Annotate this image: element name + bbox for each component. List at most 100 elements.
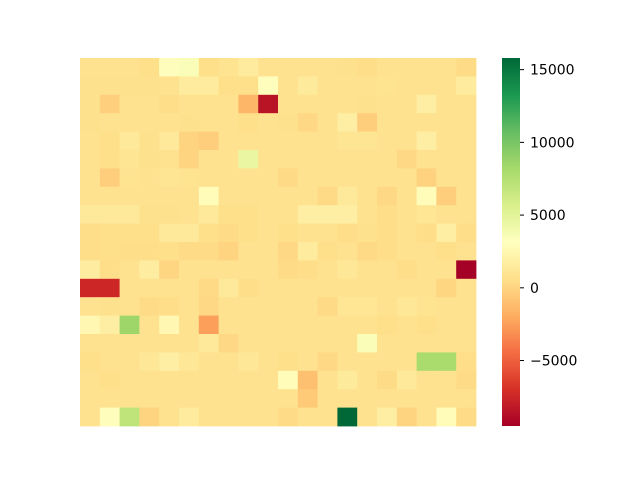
heatmap-cell bbox=[238, 58, 259, 77]
heatmap-cell bbox=[297, 94, 318, 114]
heatmap-cell bbox=[317, 334, 338, 353]
heatmap-cell bbox=[99, 223, 120, 243]
heatmap-cell bbox=[278, 168, 299, 188]
heatmap-cell bbox=[80, 370, 101, 390]
heatmap-cell bbox=[357, 297, 378, 316]
heatmap-cell bbox=[80, 242, 101, 261]
heatmap-cell bbox=[377, 260, 398, 280]
heatmap-cell bbox=[119, 113, 140, 132]
heatmap-cell bbox=[456, 297, 477, 316]
heatmap-cell bbox=[416, 186, 437, 206]
heatmap-cell bbox=[258, 58, 279, 77]
heatmap-cell bbox=[337, 205, 358, 224]
heatmap-cell bbox=[297, 223, 318, 243]
heatmap-cell bbox=[238, 186, 259, 206]
heatmap-cell bbox=[159, 260, 180, 280]
heatmap-cell bbox=[456, 168, 477, 188]
heatmap-cell bbox=[258, 278, 279, 298]
heatmap-cell bbox=[436, 76, 457, 96]
heatmap-cell bbox=[119, 352, 140, 372]
heatmap-cell bbox=[297, 205, 318, 224]
heatmap-cell bbox=[258, 131, 279, 151]
heatmap-cell bbox=[99, 58, 120, 77]
heatmap-cell bbox=[416, 315, 437, 335]
heatmap-cell bbox=[119, 223, 140, 243]
heatmap-cell bbox=[416, 113, 437, 132]
heatmap-cell bbox=[238, 168, 259, 188]
heatmap-cell bbox=[179, 278, 200, 298]
heatmap-cell bbox=[119, 278, 140, 298]
heatmap-cell bbox=[179, 389, 200, 408]
heatmap-cell bbox=[317, 297, 338, 316]
heatmap-cell bbox=[396, 131, 417, 151]
heatmap-cell bbox=[80, 352, 101, 372]
heatmap-cell bbox=[436, 278, 457, 298]
heatmap-cell bbox=[218, 370, 239, 390]
heatmap-cell bbox=[258, 352, 279, 372]
heatmap-cell bbox=[377, 58, 398, 77]
heatmap-cell bbox=[396, 76, 417, 96]
heatmap-cell bbox=[159, 297, 180, 316]
heatmap-cell bbox=[218, 407, 239, 427]
heatmap-cell bbox=[278, 278, 299, 298]
heatmap-cell bbox=[238, 334, 259, 353]
heatmap-cell bbox=[119, 407, 140, 427]
heatmap-cell bbox=[80, 131, 101, 151]
heatmap-cell bbox=[179, 315, 200, 335]
heatmap-cell bbox=[416, 150, 437, 169]
heatmap-cell bbox=[119, 168, 140, 188]
heatmap-cell bbox=[119, 94, 140, 114]
heatmap-cell bbox=[337, 389, 358, 408]
heatmap-cell bbox=[99, 407, 120, 427]
heatmap-cell bbox=[436, 150, 457, 169]
heatmap-cell bbox=[80, 389, 101, 408]
heatmap-cell bbox=[258, 113, 279, 132]
heatmap-cell bbox=[198, 242, 219, 261]
heatmap-cell bbox=[337, 58, 358, 77]
heatmap-cell bbox=[357, 186, 378, 206]
heatmap-cell bbox=[416, 168, 437, 188]
heatmap-cell bbox=[416, 278, 437, 298]
heatmap-cell bbox=[139, 223, 160, 243]
heatmap-cell bbox=[238, 315, 259, 335]
heatmap-cell bbox=[278, 315, 299, 335]
heatmap-cell bbox=[436, 94, 457, 114]
heatmap-cell bbox=[456, 260, 477, 280]
colorbar-ticks: 15000 10000 5000 0 −5000 bbox=[520, 63, 577, 370]
heatmap-cell bbox=[377, 334, 398, 353]
heatmap-cell bbox=[357, 94, 378, 114]
heatmap-cell bbox=[416, 334, 437, 353]
heatmap-cell bbox=[436, 58, 457, 77]
heatmap-cell bbox=[179, 205, 200, 224]
heatmap-cell bbox=[278, 76, 299, 96]
heatmap-cell bbox=[436, 370, 457, 390]
heatmap-cell bbox=[337, 150, 358, 169]
colorbar-tick-label: −5000 bbox=[530, 354, 577, 370]
heatmap-cell bbox=[357, 407, 378, 427]
heatmap-cell bbox=[337, 407, 358, 427]
heatmap-cell bbox=[179, 150, 200, 169]
heatmap-cell bbox=[198, 131, 219, 151]
heatmap-cell bbox=[80, 150, 101, 169]
heatmap-cell bbox=[396, 94, 417, 114]
heatmap-cell bbox=[159, 242, 180, 261]
heatmap-cell bbox=[416, 352, 437, 372]
heatmap-cell bbox=[416, 131, 437, 151]
heatmap-cell bbox=[416, 260, 437, 280]
heatmap-cell bbox=[278, 150, 299, 169]
heatmap-cell bbox=[80, 223, 101, 243]
heatmap-cell bbox=[99, 260, 120, 280]
heatmap-cell bbox=[357, 389, 378, 408]
heatmap-cell bbox=[218, 150, 239, 169]
heatmap-cell bbox=[337, 352, 358, 372]
heatmap-cell bbox=[119, 242, 140, 261]
heatmap-cell bbox=[297, 113, 318, 132]
heatmap-cell bbox=[337, 94, 358, 114]
heatmap-cell bbox=[159, 113, 180, 132]
heatmap-cell bbox=[297, 242, 318, 261]
heatmap-cell bbox=[297, 315, 318, 335]
heatmap-cell bbox=[297, 389, 318, 408]
heatmap-cell bbox=[297, 131, 318, 151]
heatmap-cell bbox=[198, 76, 219, 96]
